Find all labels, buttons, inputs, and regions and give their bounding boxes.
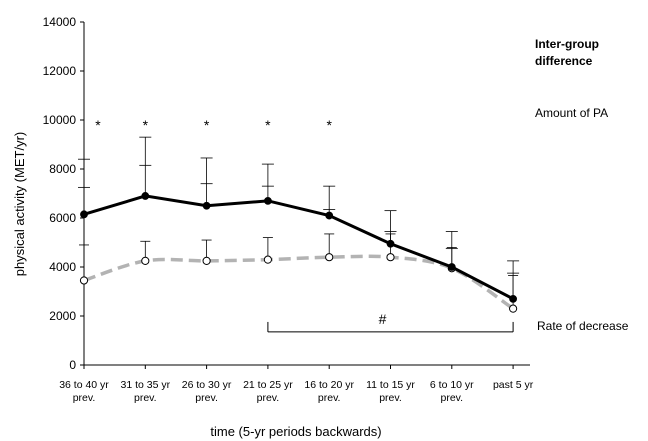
x-tick-label: 36 to 40 yr: [59, 379, 109, 391]
x-tick-label: past 5 yr: [493, 379, 534, 391]
significance-stars: * * * * *: [95, 117, 332, 133]
x-tick-label: 26 to 30 yr: [182, 379, 232, 391]
x-tick-label-line2: prev.: [318, 392, 341, 404]
significance-star: *: [204, 117, 210, 133]
x-tick-label-line2: prev.: [257, 392, 280, 404]
axes: 0 2000 4000 6000 8000 10000 12000 14000 36 to 40…: [43, 15, 534, 404]
x-axis-label: time (5-yr periods backwards): [210, 424, 381, 439]
solid-series-line: [83, 194, 514, 301]
y-tick-label: 2000: [49, 309, 76, 323]
dashed-series-line: [83, 254, 515, 311]
x-tick-label-line2: prev.: [379, 392, 402, 404]
solid-series-point: [447, 263, 456, 271]
x-tick-label-line2: prev.: [441, 392, 464, 404]
solid-series-point: [509, 294, 517, 303]
x-tick-label: 21 to 25 yr: [243, 379, 293, 391]
y-tick-label: 0: [69, 358, 76, 372]
dashed-series-point: [202, 256, 211, 265]
dashed-series-point: [386, 253, 395, 262]
solid-series-point: [325, 211, 334, 220]
dashed-series-point: [325, 253, 334, 262]
x-tick-label: 11 to 15 yr: [366, 379, 415, 391]
y-tick-label: 8000: [49, 162, 76, 176]
x-tick-label: 31 to 35 yr: [120, 379, 170, 391]
significance-star: *: [265, 117, 271, 133]
x-tick-label-line2: prev.: [134, 392, 157, 404]
x-tick-label: 16 to 20 yr: [304, 379, 354, 391]
y-tick-label: 14000: [43, 15, 77, 29]
dashed-series-point: [141, 256, 150, 265]
solid-series-point: [202, 201, 211, 210]
y-tick-label: 6000: [49, 211, 76, 225]
dashed-series-point: [508, 304, 518, 313]
x-tick-label-line2: prev.: [73, 392, 96, 404]
solid-series-point: [141, 192, 150, 200]
x-tick-label: 6 to 10 yr: [430, 379, 474, 391]
significance-star: *: [326, 117, 332, 133]
solid-series-point: [386, 239, 395, 248]
annotation-amount: Amount of PA: [535, 106, 608, 120]
x-tick-label-line2: prev.: [195, 392, 218, 404]
y-tick-label: 10000: [43, 113, 77, 127]
solid-series-point: [264, 196, 272, 205]
y-tick-label: 4000: [49, 260, 76, 274]
dashed-series-point: [79, 276, 89, 285]
significance-star: *: [95, 117, 101, 133]
annotation-rate: Rate of decrease: [537, 319, 629, 333]
significance-bracket: #: [267, 311, 514, 333]
dashed-series-point: [263, 255, 272, 264]
bracket-symbol: #: [379, 311, 387, 327]
annotation-title-line2: difference: [535, 54, 593, 68]
solid-series-point: [80, 210, 88, 219]
y-tick-label: 12000: [43, 64, 77, 78]
y-axis-label: physical activity (MET/yr): [12, 132, 27, 276]
significance-star: *: [143, 117, 149, 133]
annotation-title-line1: Inter-group: [535, 37, 599, 51]
series-group: [78, 136, 520, 313]
